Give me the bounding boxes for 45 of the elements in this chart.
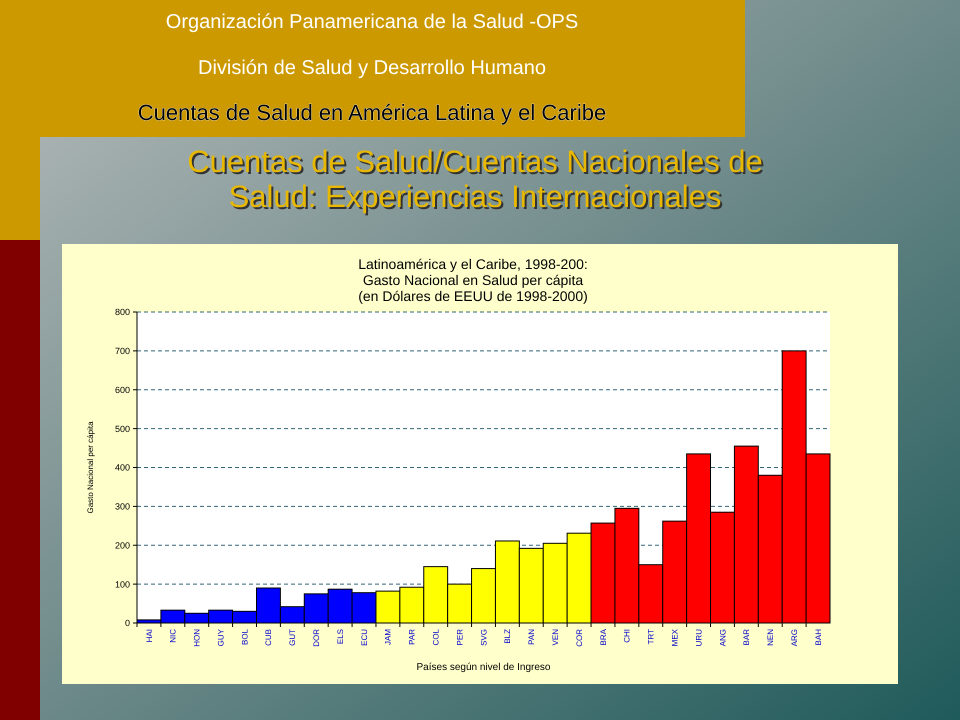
text: División de Salud y Desarrollo Humano [198,57,546,79]
y-tick-label: 300 [114,502,130,512]
text: Cuentas de Salud en América Latina y el Caribe [138,100,606,125]
x-tick-label: BAR [742,628,752,646]
x-tick-label: ECU [360,628,369,646]
x-tick-label: PAN [527,628,536,645]
y-tick-label: 800 [114,307,130,318]
y-tick-label: 400 [114,462,130,473]
x-tick-label: COR [574,628,584,647]
x-tick-label: TRT [646,628,656,644]
chart-title: Cuentas de Salud/Cuentas Nacionales de Salud: Experiencias Internacionales [187,144,763,216]
y-tick-label: 500 [114,424,130,434]
x-tick-label: DOR [312,628,322,647]
x-tick-label: BOL [240,628,250,646]
y-tick-label: 600 [114,384,130,395]
x-tick-label: VEN [550,628,560,646]
x-tick-label: BRA [598,628,608,646]
x-tick-label: GUY [216,628,226,646]
x-tick-label: PAR [408,628,417,645]
x-tick-label: NIC [168,628,178,643]
x-tick-label: ANG [718,629,728,646]
x-tick-label: JAM [384,628,393,645]
x-tick-label: CHI [622,629,632,643]
x-tick-label: ELS [336,629,345,644]
y-tick-label: 700 [114,346,130,356]
x-tick-label: URU [694,628,704,646]
x-tick-label: CUB [264,629,274,646]
x-tick-label: PER [455,628,464,646]
x-tick-label: MEX [670,628,680,646]
x-tick-label: COL [432,628,441,646]
y-axis-title: Gasto Nacional per cápita [86,420,95,514]
y-tick-label: 100 [114,579,130,590]
x-tick-label: SVG [479,629,488,646]
chart-subtitle: Latinoamérica y el Caribe, 1998-200: Gasto Nacional en Salud per cápita (en Dólares de EEUU de 1998-2000) [358,256,588,304]
x-tick-label: ARG [790,629,799,646]
y-tick-label: 0 [124,618,130,628]
x-tick-label: HAI [144,629,154,642]
y-tick-label: 200 [114,540,130,550]
x-tick-label: BAH [814,628,823,646]
x-tick-label: BLZ [503,628,512,644]
x-tick-label: NEN [766,628,776,646]
x-tick-label: HON [192,628,202,647]
text: Organización Panamericana de la Salud -OPS [166,11,578,33]
x-axis-title: Países según nivel de Ingreso [416,662,551,673]
x-tick-label: GUT [288,628,298,646]
